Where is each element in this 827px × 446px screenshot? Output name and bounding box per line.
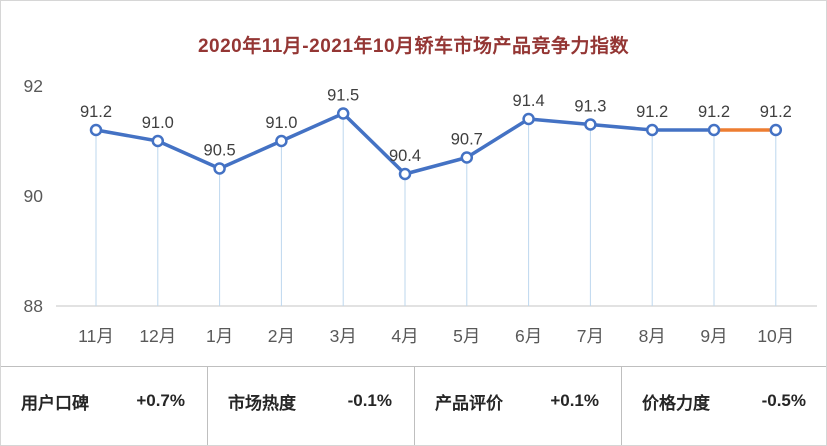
- data-point: [151, 134, 165, 148]
- data-point: [584, 118, 597, 131]
- stat-value: +0.7%: [136, 391, 185, 410]
- stat-label: 市场热度: [228, 393, 296, 413]
- x-tick-label: 7月: [577, 326, 604, 346]
- data-point: [460, 151, 474, 164]
- stat-label: 产品评价: [435, 393, 503, 413]
- stat-label: 价格力度: [642, 393, 710, 413]
- series-segment: [156, 139, 222, 171]
- series-segment: [94, 128, 160, 143]
- stat-price-strength: 价格力度 -0.5%: [622, 367, 826, 445]
- stat-value: -0.5%: [761, 391, 806, 410]
- data-point: [398, 167, 412, 181]
- series-segment: [279, 111, 345, 143]
- x-tick-label: 10月: [757, 326, 794, 346]
- x-tick-label: 1月: [206, 326, 233, 346]
- data-label: 91.2: [760, 103, 792, 121]
- data-point: [522, 112, 535, 126]
- data-label: 91.2: [636, 103, 668, 121]
- stat-product-rating: 产品评价 +0.1%: [415, 367, 622, 445]
- data-label: 90.7: [451, 131, 483, 149]
- series-segment: [217, 139, 284, 171]
- data-label: 90.4: [389, 147, 421, 165]
- x-tick-label: 5月: [453, 326, 480, 346]
- series-segment: [526, 117, 593, 127]
- x-tick-label: 2月: [268, 326, 295, 346]
- series-segment: [403, 155, 469, 176]
- stat-label: 用户口碑: [21, 393, 89, 413]
- x-tick-label: 9月: [700, 326, 727, 346]
- stats-footer: 用户口碑 +0.7% 市场热度 -0.1% 产品评价 +0.1% 价格力度 -0…: [1, 366, 826, 445]
- stat-user-reputation: 用户口碑 +0.7%: [1, 367, 208, 445]
- x-tick-label: 4月: [391, 326, 418, 346]
- x-tick-label: 8月: [639, 326, 666, 346]
- data-label: 91.4: [513, 92, 545, 110]
- series-segment: [465, 117, 531, 160]
- x-tick-label: 11月: [78, 326, 114, 346]
- x-tick-label: 12月: [139, 326, 176, 346]
- data-point: [336, 107, 350, 120]
- x-tick-label: 6月: [515, 326, 542, 346]
- data-point: [213, 162, 226, 175]
- data-point: [707, 123, 721, 137]
- data-label: 91.3: [574, 98, 606, 116]
- data-label: 91.0: [142, 114, 174, 132]
- stat-value: +0.1%: [550, 391, 599, 410]
- data-point: [769, 123, 783, 137]
- data-point: [275, 134, 288, 148]
- data-label: 91.5: [327, 87, 359, 105]
- data-point: [89, 123, 103, 137]
- data-label: 91.2: [698, 103, 730, 121]
- data-point: [645, 123, 659, 137]
- chart-title: 2020年11月-2021年10月轿车市场产品竞争力指数: [197, 36, 630, 57]
- data-label: 90.5: [204, 142, 236, 160]
- stat-market-heat: 市场热度 -0.1%: [208, 367, 415, 445]
- series-segment: [341, 111, 407, 176]
- y-tick-label: 88: [24, 296, 43, 316]
- data-label: 91.2: [80, 103, 112, 121]
- series-segment: [588, 122, 654, 132]
- line-chart: 91.2 91.0 90.5 91.0 91.5 90.4 90.7 91.4 91.3 91.2…: [24, 76, 817, 346]
- data-label: 91.0: [265, 114, 297, 132]
- stat-value: -0.1%: [347, 391, 392, 410]
- y-tick-label: 90: [24, 186, 44, 206]
- x-tick-label: 3月: [330, 326, 357, 346]
- y-tick-label: 92: [24, 76, 43, 96]
